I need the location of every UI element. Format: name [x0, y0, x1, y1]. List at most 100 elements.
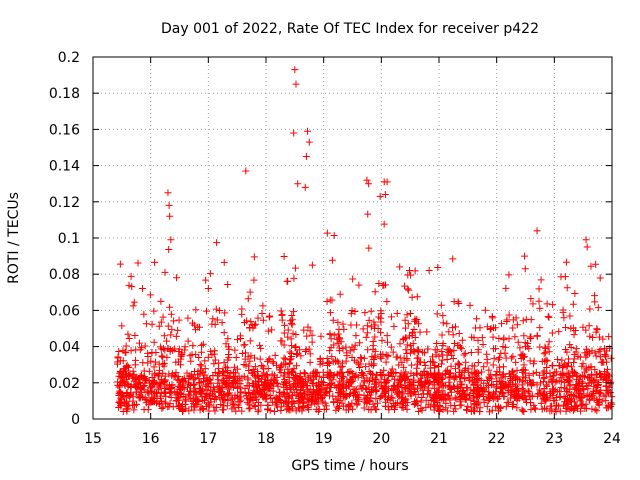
- data-point: [306, 358, 314, 366]
- data-point: [258, 362, 266, 370]
- data-point: [468, 333, 476, 341]
- data-point: [519, 317, 527, 325]
- x-tick-label: 19: [315, 431, 333, 447]
- data-point: [470, 370, 478, 378]
- data-point: [490, 354, 498, 362]
- data-point: [518, 406, 526, 414]
- data-point: [480, 379, 488, 387]
- data-point: [578, 378, 586, 386]
- data-point: [470, 407, 478, 415]
- data-point: [382, 351, 390, 359]
- data-point: [253, 395, 261, 403]
- data-point: [493, 395, 501, 403]
- data-point: [445, 346, 453, 354]
- data-point: [404, 285, 412, 293]
- data-point: [238, 349, 246, 357]
- data-point: [323, 354, 331, 362]
- data-point: [151, 358, 159, 366]
- data-point: [399, 374, 407, 382]
- data-point: [513, 397, 521, 405]
- data-point: [268, 326, 276, 334]
- data-point: [550, 372, 558, 380]
- data-point: [423, 390, 431, 398]
- data-point: [380, 220, 388, 228]
- data-point: [337, 338, 345, 346]
- data-point: [369, 370, 377, 378]
- data-point: [525, 371, 533, 379]
- data-point: [246, 404, 254, 412]
- data-point: [320, 379, 328, 387]
- data-point: [154, 385, 162, 393]
- data-point: [461, 374, 469, 382]
- data-point: [334, 339, 342, 347]
- data-point: [164, 189, 172, 197]
- data-point: [224, 390, 232, 398]
- data-point: [505, 311, 513, 319]
- data-point: [566, 382, 574, 390]
- y-tick-label: 0.02: [49, 376, 80, 392]
- data-point: [368, 353, 376, 361]
- data-point: [394, 399, 402, 407]
- data-point: [367, 307, 375, 315]
- data-point: [149, 398, 157, 406]
- data-point: [439, 312, 447, 320]
- data-point: [151, 369, 159, 377]
- data-point: [473, 375, 481, 383]
- data-point: [163, 337, 171, 345]
- data-point: [383, 332, 391, 340]
- data-point: [331, 381, 339, 389]
- data-point: [337, 375, 345, 383]
- data-point: [377, 307, 385, 315]
- data-point: [397, 369, 405, 377]
- data-point: [211, 356, 219, 364]
- data-point: [418, 406, 426, 414]
- data-point: [376, 353, 384, 361]
- data-point: [568, 403, 576, 411]
- data-point: [533, 227, 541, 235]
- data-point: [205, 407, 213, 415]
- data-point: [299, 395, 307, 403]
- data-point: [463, 406, 471, 414]
- data-point: [159, 360, 167, 368]
- data-point: [321, 399, 329, 407]
- data-point: [438, 331, 446, 339]
- x-axis-label: GPS time / hours: [291, 458, 408, 474]
- data-point: [122, 367, 130, 375]
- data-point: [413, 364, 421, 372]
- data-point: [511, 333, 519, 341]
- data-point: [581, 404, 589, 412]
- data-point: [404, 320, 412, 328]
- data-point: [521, 252, 529, 260]
- y-tick-label: 0.1: [58, 231, 80, 247]
- data-point: [327, 335, 335, 343]
- data-point: [332, 406, 340, 414]
- data-point: [150, 363, 158, 371]
- data-point: [195, 379, 203, 387]
- data-point: [376, 192, 384, 200]
- data-point: [563, 370, 571, 378]
- data-point: [242, 167, 250, 175]
- data-point: [246, 288, 254, 296]
- data-point: [140, 386, 148, 394]
- data-point: [591, 292, 599, 300]
- data-point: [242, 349, 250, 357]
- data-point: [480, 363, 488, 371]
- data-point: [291, 66, 299, 74]
- data-point: [593, 326, 601, 334]
- data-point: [579, 379, 587, 387]
- data-point: [536, 324, 544, 332]
- data-point: [401, 334, 409, 342]
- data-point: [549, 301, 557, 309]
- data-point: [140, 406, 148, 414]
- data-point: [311, 372, 319, 380]
- data-point: [410, 325, 418, 333]
- data-point: [361, 396, 369, 404]
- data-point: [207, 347, 215, 355]
- data-point: [222, 363, 230, 371]
- data-point: [596, 369, 604, 377]
- data-point: [347, 390, 355, 398]
- data-point: [339, 320, 347, 328]
- data-point: [252, 320, 260, 328]
- data-point: [155, 372, 163, 380]
- data-point: [545, 338, 553, 346]
